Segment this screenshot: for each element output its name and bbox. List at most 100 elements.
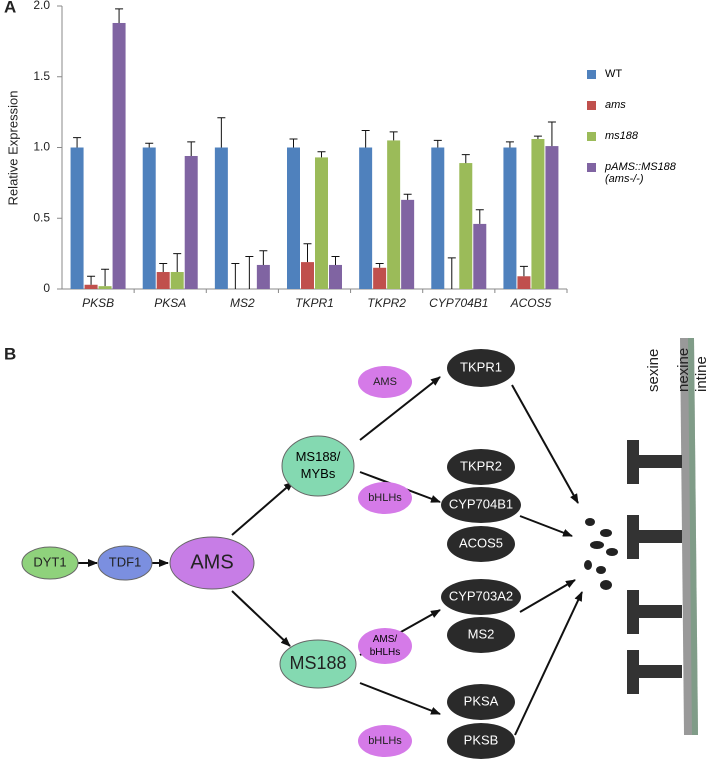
node-label: MS2 bbox=[468, 626, 495, 641]
error-bar bbox=[361, 130, 370, 148]
x-tick-label: MS2 bbox=[230, 296, 255, 310]
gene-nodes: TKPR1 TKPR2 CYP704B1 ACOS5 CYP703A2 MS2 … bbox=[441, 349, 521, 759]
panel-label: A bbox=[4, 0, 16, 16]
bar bbox=[545, 146, 559, 289]
bar bbox=[98, 286, 112, 289]
legend-label: ams bbox=[605, 99, 626, 111]
legend-item: pAMS::MS188 (ams-/-) bbox=[587, 161, 705, 185]
wall-label: intine bbox=[693, 356, 707, 392]
error-bar bbox=[173, 253, 182, 273]
bar bbox=[214, 147, 228, 289]
error-bar bbox=[231, 263, 240, 289]
legend-item: ms188 bbox=[587, 130, 705, 142]
wall-label: nexine bbox=[675, 348, 692, 392]
node-label: TKPR2 bbox=[460, 458, 502, 473]
node-label: PKSA bbox=[464, 693, 499, 708]
node-label: MS188 bbox=[289, 653, 346, 673]
node-label: CYP703A2 bbox=[449, 588, 513, 603]
error-bar bbox=[217, 117, 226, 148]
bar bbox=[184, 155, 198, 289]
error-bar bbox=[433, 139, 442, 148]
diagram: B sexine nexine intine DYT1 TDF1 AMS MS1… bbox=[4, 338, 707, 759]
bar bbox=[301, 262, 314, 289]
error-bar bbox=[159, 263, 168, 273]
error-bar bbox=[547, 121, 556, 147]
panel-label: B bbox=[4, 344, 16, 363]
error-bar bbox=[115, 8, 124, 23]
error-bar bbox=[375, 263, 384, 268]
nodes: DYT1 TDF1 AMS MS188/ MYBs MS188 AMS bHLH… bbox=[21, 366, 412, 757]
x-tick-label: PKSA bbox=[154, 296, 186, 310]
bar bbox=[315, 157, 328, 289]
bar bbox=[531, 139, 545, 289]
legend-label: ms188 bbox=[605, 130, 639, 142]
y-tick-label: 2.0 bbox=[33, 0, 50, 12]
error-bar bbox=[447, 257, 456, 289]
error-bar bbox=[289, 138, 298, 148]
bar bbox=[287, 147, 300, 289]
error-bar bbox=[87, 275, 96, 285]
legend-swatch bbox=[587, 132, 596, 141]
error-bar bbox=[331, 255, 340, 265]
bar bbox=[170, 272, 184, 289]
bar bbox=[401, 199, 415, 289]
error-bar bbox=[73, 137, 82, 148]
bar bbox=[112, 22, 126, 289]
error-bar bbox=[303, 243, 312, 263]
sexine-pillars bbox=[627, 440, 682, 694]
legend-swatch bbox=[587, 70, 596, 79]
legend-label: pAMS::MS188 (ams-/-) bbox=[605, 161, 676, 185]
x-tick-label: TKPR2 bbox=[367, 296, 406, 310]
legend-swatch bbox=[587, 101, 596, 110]
node-label: AMS bbox=[373, 376, 397, 388]
node-label: TDF1 bbox=[109, 554, 142, 569]
error-bar bbox=[505, 141, 514, 148]
bar bbox=[503, 147, 517, 289]
bar bbox=[373, 267, 387, 289]
y-tick-label: 1.0 bbox=[33, 140, 50, 154]
node-label: ACOS5 bbox=[459, 535, 503, 550]
node-label: AMS bbox=[190, 551, 233, 573]
node-label: bHLHs bbox=[368, 492, 402, 504]
error-bar bbox=[461, 154, 470, 164]
wall-label: sexine bbox=[645, 349, 662, 392]
legend-label: WT bbox=[605, 68, 623, 80]
error-bar bbox=[187, 141, 196, 156]
x-tick-label: TKPR1 bbox=[295, 296, 334, 310]
node-label: bHLHs bbox=[368, 735, 402, 747]
y-tick-label: 1.5 bbox=[33, 69, 50, 83]
y-axis-label: Relative Expression bbox=[5, 91, 20, 206]
bar bbox=[517, 276, 531, 289]
node-label: PKSB bbox=[464, 732, 499, 747]
legend-item: WT bbox=[587, 68, 705, 80]
bar bbox=[70, 147, 84, 289]
intine-layer bbox=[688, 338, 698, 735]
legend-swatch bbox=[587, 163, 596, 172]
error-bar bbox=[317, 151, 326, 158]
error-bar bbox=[259, 250, 268, 265]
node-label: AMS/ bHLHs bbox=[369, 634, 401, 658]
bar bbox=[156, 272, 170, 289]
bar bbox=[473, 223, 487, 289]
y-tick-label: 0.5 bbox=[33, 210, 50, 224]
error-bar bbox=[475, 209, 484, 224]
node-label: DYT1 bbox=[33, 554, 66, 569]
y-tick-label: 0 bbox=[43, 281, 50, 295]
node-label: CYP704B1 bbox=[449, 496, 513, 511]
error-bar bbox=[145, 142, 154, 148]
x-tick-label: PKSB bbox=[82, 296, 114, 310]
bar bbox=[431, 147, 445, 289]
error-bar bbox=[519, 265, 528, 277]
legend-item: ams bbox=[587, 99, 705, 111]
bar bbox=[84, 284, 98, 289]
bar bbox=[459, 163, 473, 289]
bar bbox=[329, 264, 342, 289]
bar bbox=[256, 264, 270, 289]
precursor-cluster bbox=[584, 518, 618, 590]
bar bbox=[387, 140, 401, 289]
x-tick-label: CYP704B1 bbox=[429, 296, 488, 310]
error-bar bbox=[389, 131, 398, 141]
